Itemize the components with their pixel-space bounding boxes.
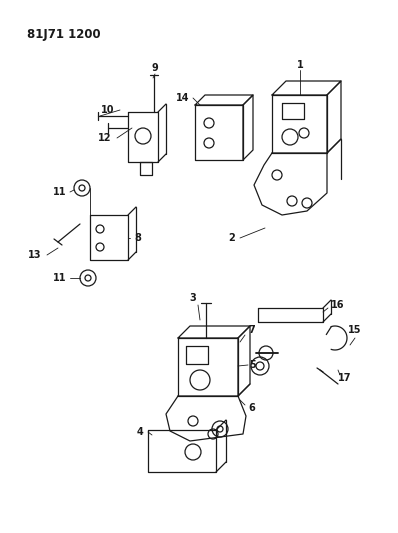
Text: 8: 8: [135, 233, 141, 243]
Text: 17: 17: [338, 373, 352, 383]
Text: 1: 1: [297, 60, 303, 70]
Text: 12: 12: [98, 133, 112, 143]
Text: 6: 6: [249, 403, 256, 413]
Text: 13: 13: [28, 250, 42, 260]
Text: 11: 11: [53, 273, 67, 283]
Text: 16: 16: [331, 300, 345, 310]
Text: 2: 2: [228, 233, 235, 243]
Text: 5: 5: [250, 360, 256, 370]
Text: 81J71 1200: 81J71 1200: [27, 28, 101, 41]
Text: 4: 4: [137, 427, 143, 437]
Text: 9: 9: [152, 63, 158, 73]
Text: 11: 11: [53, 187, 67, 197]
Text: 10: 10: [101, 105, 115, 115]
Text: 15: 15: [348, 325, 362, 335]
Text: 7: 7: [249, 325, 256, 335]
Text: 3: 3: [189, 293, 196, 303]
Text: 14: 14: [176, 93, 190, 103]
